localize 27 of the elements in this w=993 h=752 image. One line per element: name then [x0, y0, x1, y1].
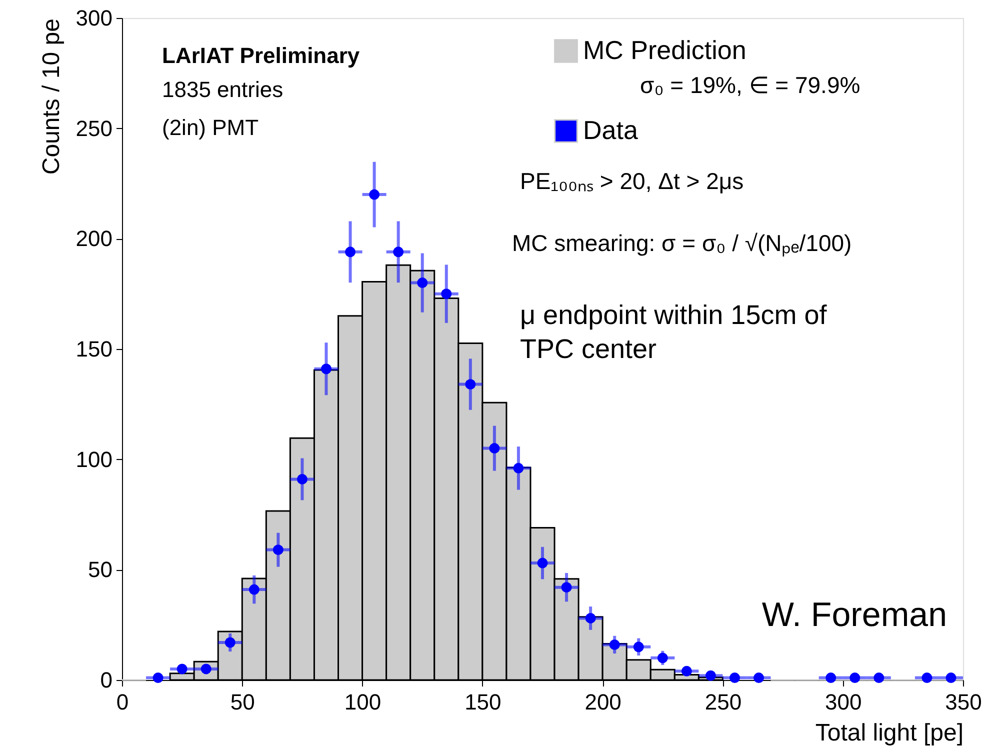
x-tick-label: 350: [945, 690, 982, 714]
y-axis-title: Counts / 10 pe: [38, 18, 65, 175]
x-tick-label: 200: [584, 690, 622, 714]
annotation: σ₀ = 19%, ∈ = 79.9%: [640, 72, 860, 98]
y-tick-label: 0: [100, 668, 112, 692]
legend-label: Data: [583, 115, 638, 145]
x-tick-label: 100: [344, 690, 382, 714]
x-axis-title: Total light [pe]: [815, 720, 964, 746]
x-tick-label: 0: [116, 690, 129, 714]
annotation: μ endpoint within 15cm of TPC center: [520, 300, 828, 364]
x-tick-label: 50: [230, 690, 255, 714]
annotation: W. Foreman: [762, 596, 947, 634]
annotation: (2in) PMT: [162, 115, 259, 140]
x-tick-label: 250: [704, 690, 742, 714]
annotation: MC smearing: σ = σ₀ / √(Nₚₑ/100): [512, 230, 852, 257]
x-tick-label: 300: [825, 690, 862, 714]
y-tick-label: 150: [76, 336, 112, 362]
y-tick-label: 200: [76, 226, 112, 252]
y-tick-label: 300: [76, 6, 112, 30]
y-tick-label: 100: [76, 446, 112, 472]
annotation: PE₁₀₀ₙₛ > 20, Δt > 2μs: [520, 168, 744, 194]
x-tick-label: 150: [464, 690, 502, 714]
y-tick-label: 250: [76, 116, 112, 141]
legend-label: MC Prediction: [583, 35, 746, 65]
annotation: 1835 entries: [162, 77, 284, 102]
y-tick-label: 50: [88, 557, 112, 582]
text: LArIAT Preliminary: [162, 43, 360, 68]
